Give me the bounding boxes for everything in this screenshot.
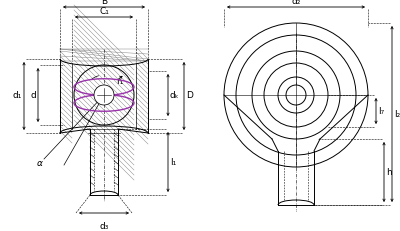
Text: dₖ: dₖ <box>170 91 180 100</box>
Text: l₁: l₁ <box>170 158 176 167</box>
Text: B: B <box>101 0 107 6</box>
Text: d: d <box>30 91 36 100</box>
Text: α: α <box>37 159 43 168</box>
Text: l₇: l₇ <box>378 107 384 116</box>
Text: D: D <box>186 91 193 100</box>
Text: r₁: r₁ <box>116 77 123 86</box>
Text: l₂: l₂ <box>394 110 400 119</box>
Circle shape <box>94 86 114 106</box>
Text: h: h <box>386 168 392 177</box>
Text: d₁: d₁ <box>13 91 22 100</box>
Text: d₂: d₂ <box>291 0 301 6</box>
Circle shape <box>286 86 306 106</box>
Text: C₁: C₁ <box>99 7 109 16</box>
Text: d₃: d₃ <box>99 221 109 230</box>
